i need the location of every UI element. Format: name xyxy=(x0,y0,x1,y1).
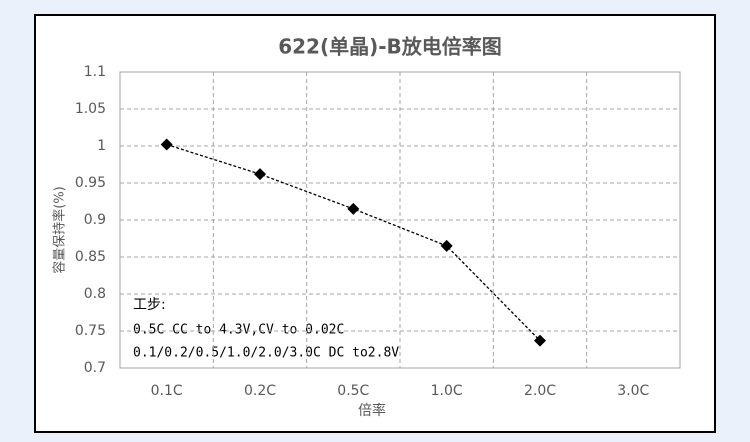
chart-title: 622(单晶)-B放电倍率图 xyxy=(278,35,502,59)
x-tick-label: 0.5C xyxy=(337,383,369,399)
chart-frame xyxy=(34,14,716,433)
y-tick-label: 0.75 xyxy=(75,323,106,339)
marker xyxy=(347,202,360,215)
y-tick-label: 1.1 xyxy=(84,64,106,80)
annotation: 0.1/0.2/0.5/1.0/2.0/3.0C DC to2.8V xyxy=(133,346,399,361)
annotation: 0.5C CC to 4.3V,CV to 0.02C xyxy=(133,323,344,338)
x-tick-label: 3.0C xyxy=(617,383,649,399)
x-tick-label: 0.1C xyxy=(151,383,183,399)
marker xyxy=(534,334,546,347)
y-tick-label: 0.9 xyxy=(84,212,106,228)
y-axis-label: 容量保持率(%) xyxy=(52,186,68,274)
y-tick-label: 1.05 xyxy=(75,101,106,117)
y-tick-label: 0.8 xyxy=(84,286,106,302)
y-tick-label: 0.7 xyxy=(84,360,106,376)
marker xyxy=(160,138,173,151)
y-tick-label: 0.95 xyxy=(75,175,106,191)
marker xyxy=(254,168,266,181)
x-tick-label: 0.2C xyxy=(244,383,276,399)
x-tick-label: 1.0C xyxy=(431,383,463,399)
annotation: 工步: xyxy=(133,297,166,313)
x-axis-label: 倍率 xyxy=(358,402,386,419)
y-tick-label: 1 xyxy=(97,138,106,154)
x-tick-label: 2.0C xyxy=(524,383,556,399)
y-tick-label: 0.85 xyxy=(75,249,106,265)
marker xyxy=(440,239,453,252)
